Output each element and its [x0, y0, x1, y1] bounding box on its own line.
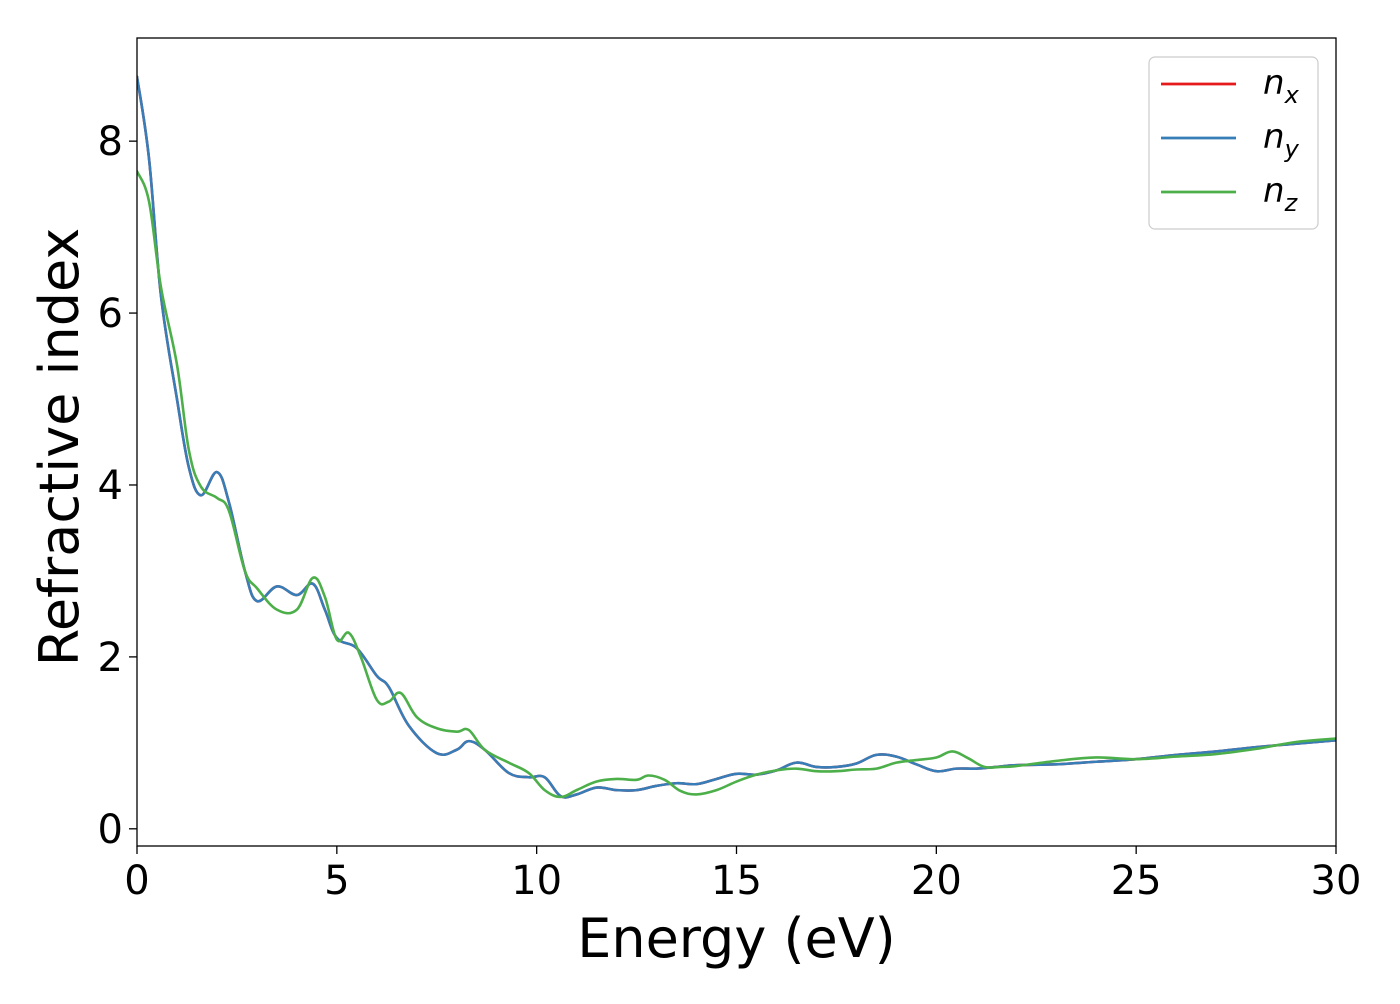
x-tick-label: 10: [511, 858, 562, 904]
x-tick-label: 0: [124, 858, 149, 904]
series-line-n-z: [137, 169, 1336, 799]
x-axis-ticks: 0 5 10 15 20 25 30: [124, 846, 1361, 904]
series-line-n-y: [137, 75, 1336, 799]
y-tick-label: 2: [98, 635, 123, 681]
x-tick-label: 5: [324, 858, 349, 904]
y-axis-label: Refractive index: [28, 228, 91, 667]
x-tick-label: 30: [1311, 858, 1362, 904]
x-axis-label: Energy (eV): [577, 907, 896, 970]
y-tick-label: 6: [98, 291, 123, 337]
y-tick-label: 8: [98, 119, 123, 165]
legend-label: ny: [1263, 117, 1300, 163]
legend-item-n-x: nx: [1161, 63, 1300, 109]
legend-label: nx: [1263, 63, 1300, 109]
x-tick-label: 25: [1111, 858, 1162, 904]
legend-box: [1148, 56, 1319, 230]
series-layer: [137, 75, 1336, 799]
legend-item-n-y: ny: [1161, 117, 1300, 163]
y-axis-ticks: 0 2 4 6 8: [98, 119, 137, 853]
legend-item-n-z: nz: [1161, 171, 1299, 217]
x-tick-label: 15: [711, 858, 762, 904]
y-tick-label: 4: [98, 463, 123, 509]
legend: nx ny nz: [1148, 56, 1319, 230]
x-tick-label: 20: [911, 858, 962, 904]
y-tick-label: 0: [98, 807, 123, 853]
legend-label: nz: [1263, 171, 1299, 217]
